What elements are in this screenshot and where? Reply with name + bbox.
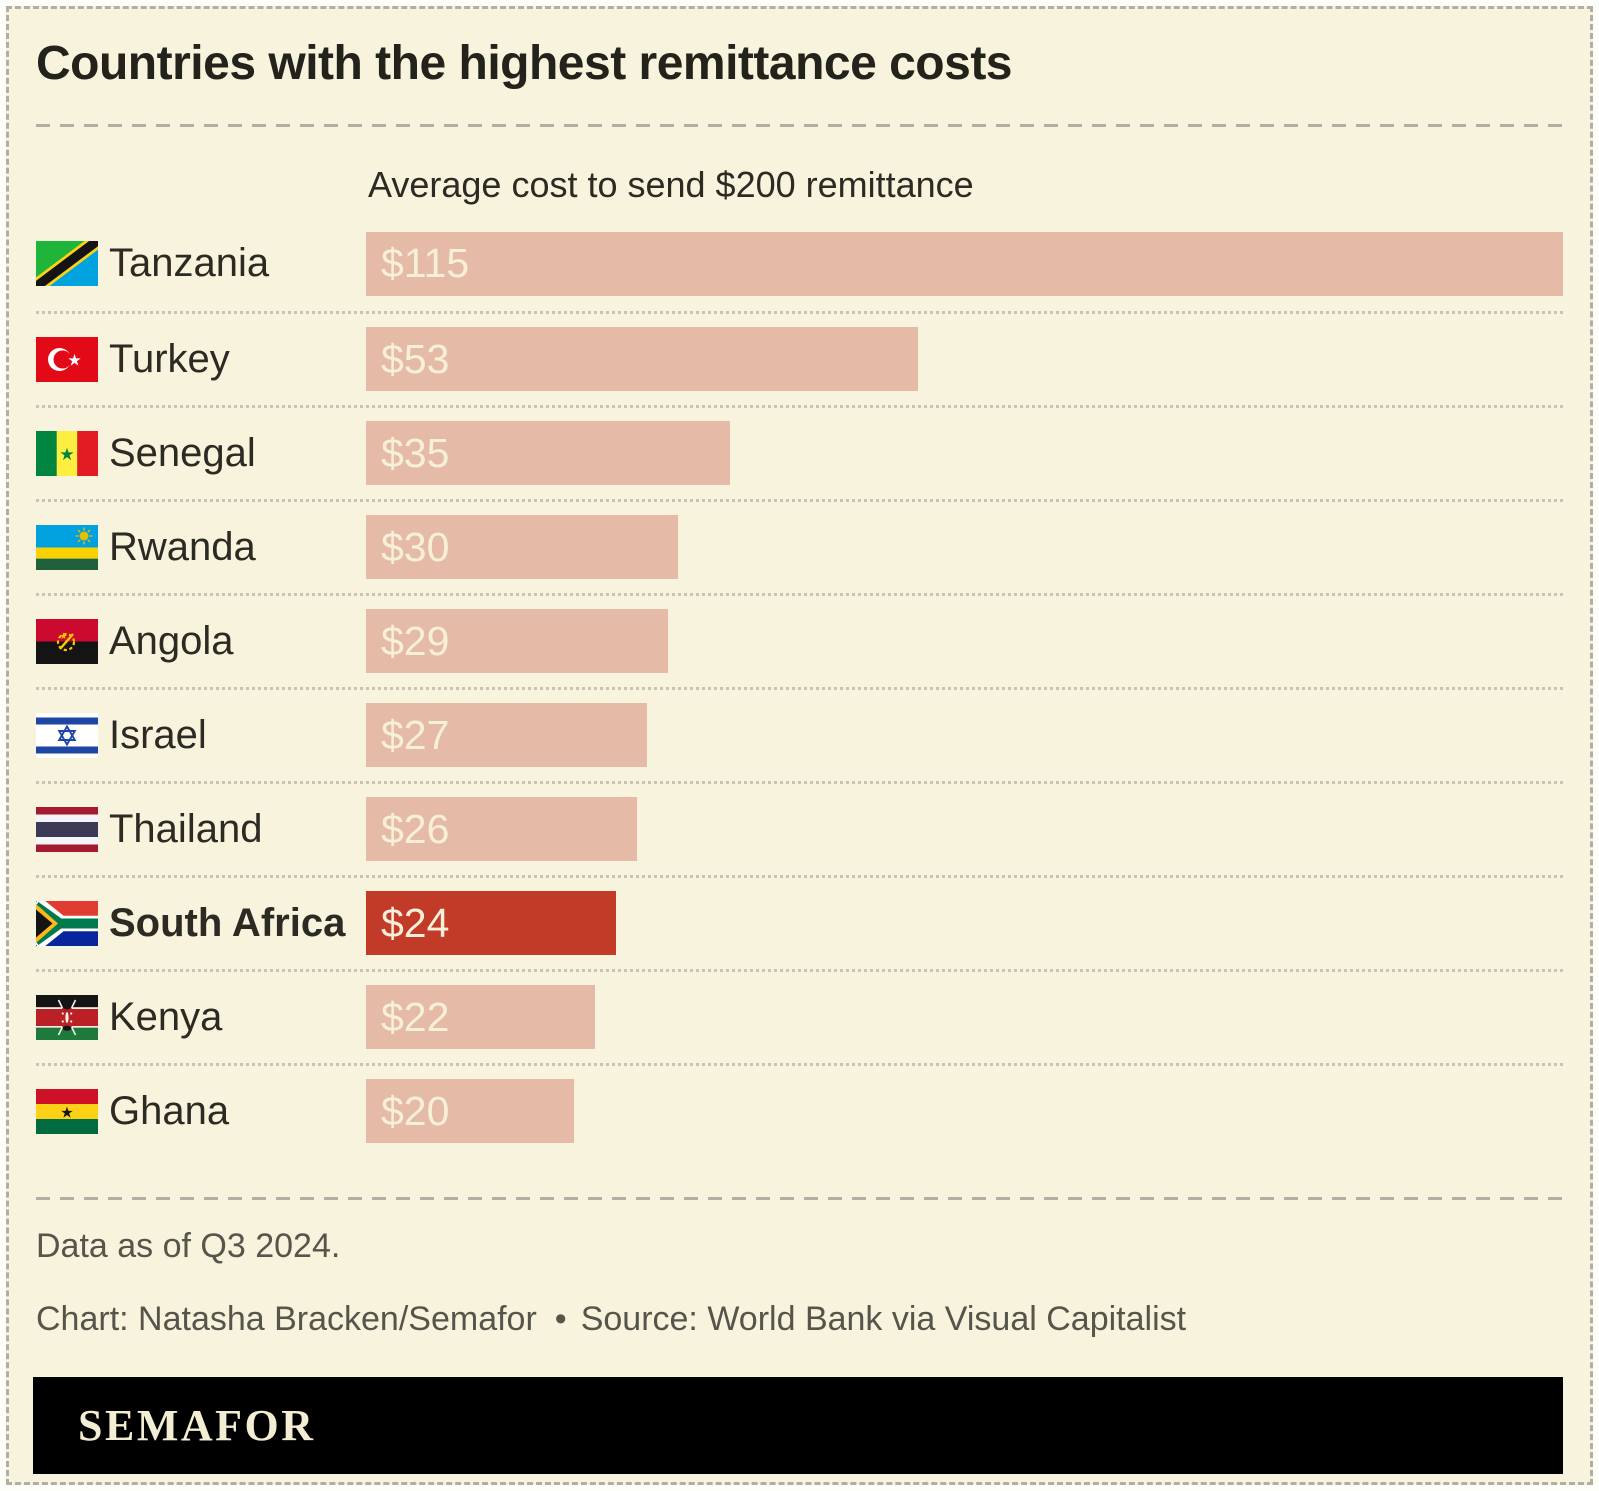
flag-icon-tanzania [36,241,98,287]
value-label: $26 [381,805,450,852]
chart-row: Tanzania $115 [36,217,1563,311]
value-bar: $26 [366,797,637,862]
bar-track: $115 [366,231,1563,296]
semafor-logo-bar: SEMAFOR [33,1377,1563,1475]
chart-row: Israel $27 [36,686,1563,781]
value-bar: $115 [366,231,1563,296]
value-label: $24 [381,899,450,946]
country-label: Angola [109,618,234,663]
value-bar: $27 [366,703,648,768]
country-label: Turkey [109,336,230,381]
chart-credit: Chart: Natasha Bracken/Semafor [36,1300,537,1339]
value-label: $20 [381,1087,450,1134]
bar-track: $29 [366,609,1563,674]
flag-icon-ghana: ★ [36,1088,98,1134]
value-label: $35 [381,429,450,476]
chart-row: South Africa $24 [36,874,1563,969]
flag-icon-rwanda [36,524,98,570]
value-label: $30 [381,523,450,570]
semafor-logo: SEMAFOR [78,1401,316,1451]
flag-icon-angola: ★ [36,618,98,664]
title-separator [36,123,1563,127]
value-bar: $53 [366,327,918,392]
country-label: Tanzania [109,241,270,286]
flag-icon-israel [36,712,98,758]
chart-row: Rwanda $30 [36,498,1563,593]
bar-track: $27 [366,703,1563,768]
value-label: $53 [381,335,450,382]
value-bar: $29 [366,609,668,674]
country-label: Rwanda [109,524,256,569]
svg-text:★: ★ [59,632,67,642]
credit-line: Chart: Natasha Bracken/Semafor • Source: W… [36,1299,1563,1340]
bullet-separator: • [554,1300,567,1339]
value-bar: $35 [366,421,731,486]
bar-track: $30 [366,515,1563,580]
value-label: $27 [381,711,450,758]
value-bar: $30 [366,515,679,580]
svg-text:★: ★ [60,1103,73,1121]
country-label: Ghana [109,1088,230,1133]
bar-track: $24 [366,891,1563,956]
value-label: $22 [381,993,450,1040]
bar-chart: Tanzania $115 ★ Turkey $53 ★ Senegal $35… [36,217,1563,1157]
value-bar: $24 [366,891,616,956]
bar-track: $22 [366,985,1563,1050]
value-axis-label: Average cost to send $200 remittance [368,163,974,205]
flag-icon-kenya [36,994,98,1040]
bar-track: $35 [366,421,1563,486]
footer-separator [36,1196,1563,1200]
value-label: $29 [381,617,450,664]
card-frame: Countries with the highest remittance co… [6,6,1593,1485]
svg-text:★: ★ [67,350,81,369]
value-bar: $20 [366,1079,575,1144]
value-label: $115 [381,240,470,287]
country-label: Thailand [109,806,263,851]
chart-title: Countries with the highest remittance co… [36,37,1013,90]
flag-icon-senegal: ★ [36,430,98,476]
flag-icon-thailand [36,806,98,852]
country-label: Senegal [109,430,256,475]
bar-track: $20 [366,1079,1563,1144]
value-bar: $22 [366,985,595,1050]
source-credit: Source: World Bank via Visual Capitalist [580,1300,1187,1339]
country-label: Kenya [109,994,223,1039]
country-label: South Africa [109,900,346,945]
chart-row: Thailand $26 [36,780,1563,875]
svg-text:★: ★ [59,445,74,465]
chart-row: ★ Turkey $53 [36,310,1563,405]
chart-row: ★ Senegal $35 [36,404,1563,499]
bar-track: $26 [366,797,1563,862]
bar-track: $53 [366,327,1563,392]
chart-row: ★ Ghana $20 [36,1062,1563,1157]
data-note: Data as of Q3 2024. [36,1226,341,1265]
chart-row: ★ Angola $29 [36,592,1563,687]
flag-icon-turkey: ★ [36,336,98,382]
chart-row: Kenya $22 [36,968,1563,1063]
flag-icon-south-africa [36,900,98,946]
country-label: Israel [109,712,207,757]
